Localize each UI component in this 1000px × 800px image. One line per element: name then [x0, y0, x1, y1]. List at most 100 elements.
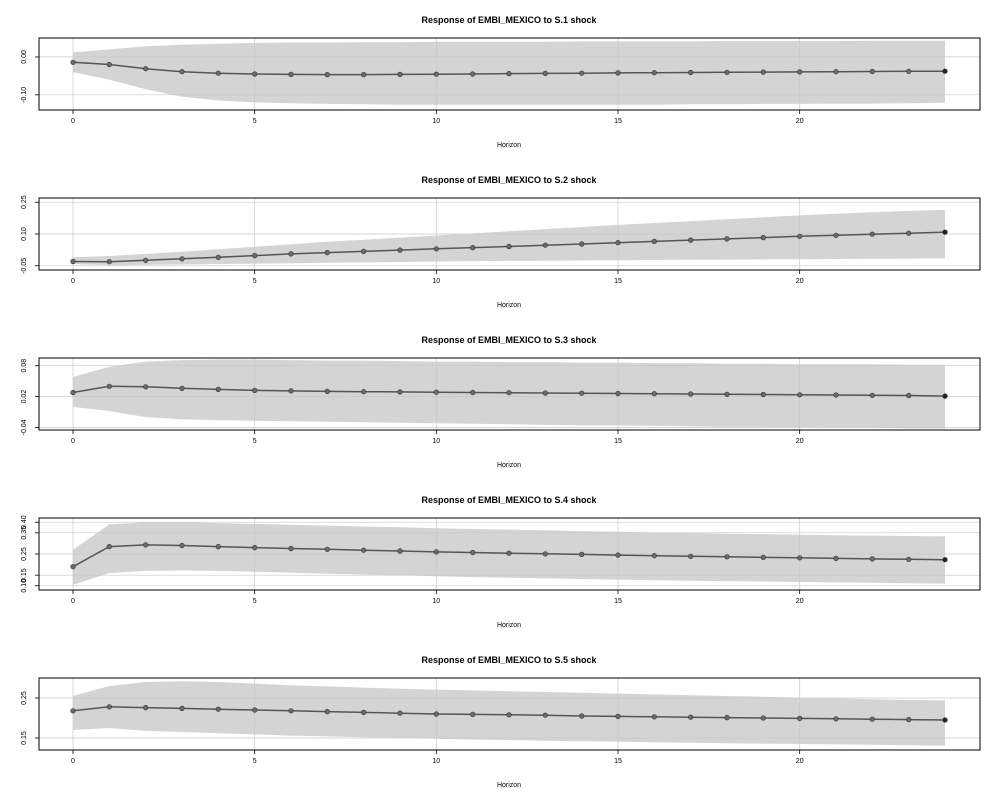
response-point — [433, 711, 439, 717]
response-point — [651, 238, 657, 244]
response-point — [433, 71, 439, 77]
response-point — [688, 69, 694, 76]
y-tick-label: 0.35 — [21, 526, 28, 540]
response-point — [106, 383, 112, 389]
response-point — [833, 232, 839, 238]
x-tick-label: 20 — [796, 438, 804, 445]
response-point — [143, 704, 149, 711]
response-point — [615, 390, 621, 397]
response-point — [397, 710, 403, 716]
response-point — [179, 256, 185, 262]
response-point — [906, 716, 912, 723]
irf-panel-s3: Response of EMBI_MEXICO to S.3 shock Hor… — [21, 335, 981, 469]
response-point — [70, 564, 76, 570]
response-point — [288, 388, 294, 394]
response-point — [106, 61, 112, 68]
x-tick-label: 15 — [614, 278, 622, 285]
response-point — [688, 553, 694, 559]
irf-panel-s4: Response of EMBI_MEXICO to S.4 shock Hor… — [21, 495, 981, 629]
response-point — [942, 393, 948, 399]
response-point — [942, 557, 948, 563]
x-axis-label: Horizon — [497, 302, 521, 309]
response-point — [506, 390, 512, 396]
response-point — [252, 253, 258, 259]
response-point — [506, 243, 512, 250]
y-tick-label: 0.10 — [21, 579, 28, 593]
response-point — [579, 551, 585, 558]
response-point — [70, 258, 76, 265]
response-point — [833, 555, 839, 562]
response-point — [288, 71, 294, 77]
plot-frame — [38, 37, 981, 111]
response-point — [579, 713, 585, 719]
response-point — [579, 241, 585, 247]
response-point — [215, 70, 221, 76]
response-point — [397, 389, 403, 395]
response-point — [833, 69, 839, 75]
response-point — [906, 556, 912, 562]
response-point — [906, 392, 912, 399]
response-point — [397, 548, 403, 554]
y-tick-label: 0.25 — [21, 691, 28, 705]
response-point — [179, 705, 185, 712]
response-point — [288, 545, 294, 552]
response-point — [433, 389, 439, 395]
x-tick-label: 20 — [796, 278, 804, 285]
response-point — [615, 70, 621, 76]
panel-title: Response of EMBI_MEXICO to S.1 shock — [421, 15, 597, 25]
confidence-band — [73, 209, 945, 266]
response-point — [760, 69, 766, 75]
response-point — [470, 711, 476, 718]
panel-title: Response of EMBI_MEXICO to S.2 shock — [421, 175, 597, 185]
plot-area: 0 5 10 15 20 -0.04 0.02 0.08 — [21, 357, 981, 445]
x-tick-label: 10 — [432, 598, 440, 605]
response-point — [760, 235, 766, 241]
response-point — [833, 392, 839, 398]
response-point — [470, 71, 476, 77]
response-point — [579, 70, 585, 76]
plot-area: 0 5 10 15 20 -0.10 0.00 — [21, 37, 981, 125]
response-point — [470, 389, 476, 396]
x-tick-label: 10 — [432, 278, 440, 285]
response-point — [797, 69, 803, 75]
response-point — [252, 707, 258, 713]
x-tick-label: 5 — [253, 438, 257, 445]
response-point — [833, 716, 839, 722]
response-point — [869, 716, 875, 722]
response-point — [252, 544, 258, 551]
response-point — [869, 392, 875, 398]
response-point — [615, 713, 621, 720]
response-point — [288, 708, 294, 714]
response-point — [542, 70, 548, 76]
response-point — [724, 391, 730, 397]
response-point — [361, 71, 367, 78]
plot-frame — [38, 357, 981, 431]
x-tick-label: 10 — [432, 118, 440, 125]
response-point — [942, 717, 948, 723]
response-point — [942, 68, 948, 74]
response-point — [797, 555, 803, 561]
response-point — [361, 709, 367, 716]
y-tick-label: -0.10 — [21, 87, 28, 103]
plot-frame — [38, 677, 981, 751]
response-point — [724, 554, 730, 560]
response-point — [906, 230, 912, 236]
plot-area: 0 5 10 15 20 0.100.15 0.25 0.350.40 — [21, 515, 981, 605]
y-tick-label: 0.15 — [21, 731, 28, 745]
y-tick-label: 0.15 — [21, 568, 28, 582]
response-point — [506, 712, 512, 718]
response-point — [106, 543, 112, 550]
y-tick-label: -0.05 — [21, 258, 28, 274]
x-tick-label: 15 — [614, 758, 622, 765]
response-point — [143, 384, 149, 390]
response-point — [106, 704, 112, 710]
x-tick-label: 5 — [253, 278, 257, 285]
x-axis-label: Horizon — [497, 622, 521, 629]
response-point — [215, 254, 221, 260]
response-point — [869, 556, 875, 562]
x-tick-label: 20 — [796, 118, 804, 125]
response-point — [324, 250, 330, 256]
x-tick-label: 0 — [71, 598, 75, 605]
response-point — [361, 389, 367, 395]
